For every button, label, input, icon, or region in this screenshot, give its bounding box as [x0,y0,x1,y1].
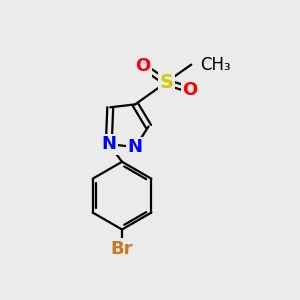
Text: O: O [135,57,150,75]
Text: N: N [128,138,143,156]
Text: Br: Br [111,240,133,258]
Text: O: O [182,81,197,99]
Text: N: N [101,135,116,153]
Text: S: S [159,73,173,92]
Text: CH₃: CH₃ [200,56,231,74]
